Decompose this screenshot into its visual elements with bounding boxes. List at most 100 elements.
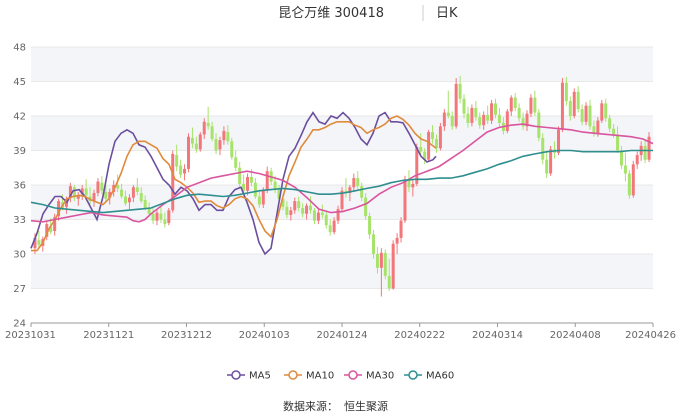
candle-body xyxy=(596,120,600,134)
candle xyxy=(364,193,368,220)
candle xyxy=(403,175,407,223)
candle xyxy=(214,133,218,154)
candle xyxy=(604,98,608,122)
candle xyxy=(478,112,482,129)
candle xyxy=(257,190,261,208)
candle-body xyxy=(285,206,289,215)
y-tick-label: 45 xyxy=(13,77,26,88)
legend-item-ma10[interactable]: MA10 xyxy=(284,370,334,382)
candle xyxy=(446,90,450,119)
candle xyxy=(482,111,486,130)
candle-body xyxy=(431,132,435,139)
legend-item-ma60[interactable]: MA60 xyxy=(404,370,454,382)
candle-body xyxy=(273,181,277,190)
candle xyxy=(293,197,297,214)
candle xyxy=(309,196,313,214)
candle-body xyxy=(423,151,427,160)
candle-body xyxy=(454,83,458,127)
candle-body xyxy=(580,109,584,122)
candle xyxy=(183,164,187,181)
candle xyxy=(175,144,179,172)
candle-body xyxy=(202,121,206,135)
candle-body xyxy=(309,205,313,211)
candle-body xyxy=(371,234,375,254)
candle xyxy=(470,104,474,127)
candle xyxy=(576,86,580,113)
candle xyxy=(521,112,525,130)
candle xyxy=(305,203,309,220)
candle-body xyxy=(635,155,639,165)
candle-body xyxy=(265,171,269,190)
candle-body xyxy=(320,212,324,215)
candle xyxy=(627,170,631,199)
legend-marker xyxy=(348,370,358,380)
y-tick-label: 24 xyxy=(13,319,26,330)
candle-body xyxy=(568,101,572,116)
candle-body xyxy=(147,208,151,214)
candlestick-series xyxy=(33,75,651,297)
candle-body xyxy=(131,187,135,198)
candle-body xyxy=(549,149,553,174)
candle-body xyxy=(588,105,592,127)
candle-body xyxy=(171,153,175,211)
candle-body xyxy=(340,190,344,210)
plot-bands xyxy=(31,47,653,289)
legend-marker xyxy=(288,370,298,380)
y-tick-label: 39 xyxy=(13,146,26,157)
candle-body xyxy=(214,139,218,151)
candle-body xyxy=(234,157,238,168)
legend[interactable]: MA5 MA10 MA30 MA60 xyxy=(227,370,454,382)
line-ma10 xyxy=(31,115,437,252)
plot-band xyxy=(31,254,653,289)
legend-item-ma30[interactable]: MA30 xyxy=(344,370,394,382)
candle xyxy=(486,105,490,125)
candle-body xyxy=(116,185,120,189)
candle-body xyxy=(466,113,470,123)
candle-body xyxy=(450,116,454,127)
candle-body xyxy=(305,205,309,214)
period-label: 日K xyxy=(436,6,458,21)
candle-body xyxy=(222,130,226,141)
candle xyxy=(116,174,120,192)
candle xyxy=(431,125,435,144)
candle-body xyxy=(604,103,608,119)
candle-body xyxy=(537,112,541,138)
candle-body xyxy=(108,191,112,198)
candle-body xyxy=(218,140,222,150)
legend-marker xyxy=(231,370,241,380)
candle xyxy=(497,107,501,128)
candle-body xyxy=(53,217,57,231)
x-tick-label: 20240408 xyxy=(550,330,601,341)
candle-body xyxy=(509,97,513,112)
candle-body xyxy=(521,118,525,127)
candle-body xyxy=(336,209,340,221)
candle xyxy=(222,126,226,145)
candle xyxy=(466,106,470,128)
candle-body xyxy=(127,197,131,203)
legend-item-ma5[interactable]: MA5 xyxy=(227,370,271,382)
y-tick-label: 36 xyxy=(13,181,26,192)
candle-body xyxy=(68,186,72,198)
candle xyxy=(104,185,108,202)
candle xyxy=(297,196,301,212)
candle-body xyxy=(186,136,190,169)
candle xyxy=(37,231,41,248)
candle xyxy=(371,229,375,259)
candle xyxy=(242,174,246,195)
candle-body xyxy=(478,117,482,126)
candle xyxy=(320,204,324,219)
candle-body xyxy=(194,143,198,150)
candle xyxy=(387,258,391,291)
candle xyxy=(316,209,320,225)
candle-body xyxy=(395,237,399,244)
candle-body xyxy=(210,126,214,139)
candle-body xyxy=(356,178,360,187)
x-tick-label: 20240314 xyxy=(472,330,523,341)
candle-body xyxy=(246,176,250,191)
candle-body xyxy=(179,165,183,175)
candle xyxy=(151,208,155,225)
candle xyxy=(356,171,360,190)
candle xyxy=(226,125,230,145)
line-ma30 xyxy=(30,123,654,223)
candle xyxy=(537,109,541,142)
